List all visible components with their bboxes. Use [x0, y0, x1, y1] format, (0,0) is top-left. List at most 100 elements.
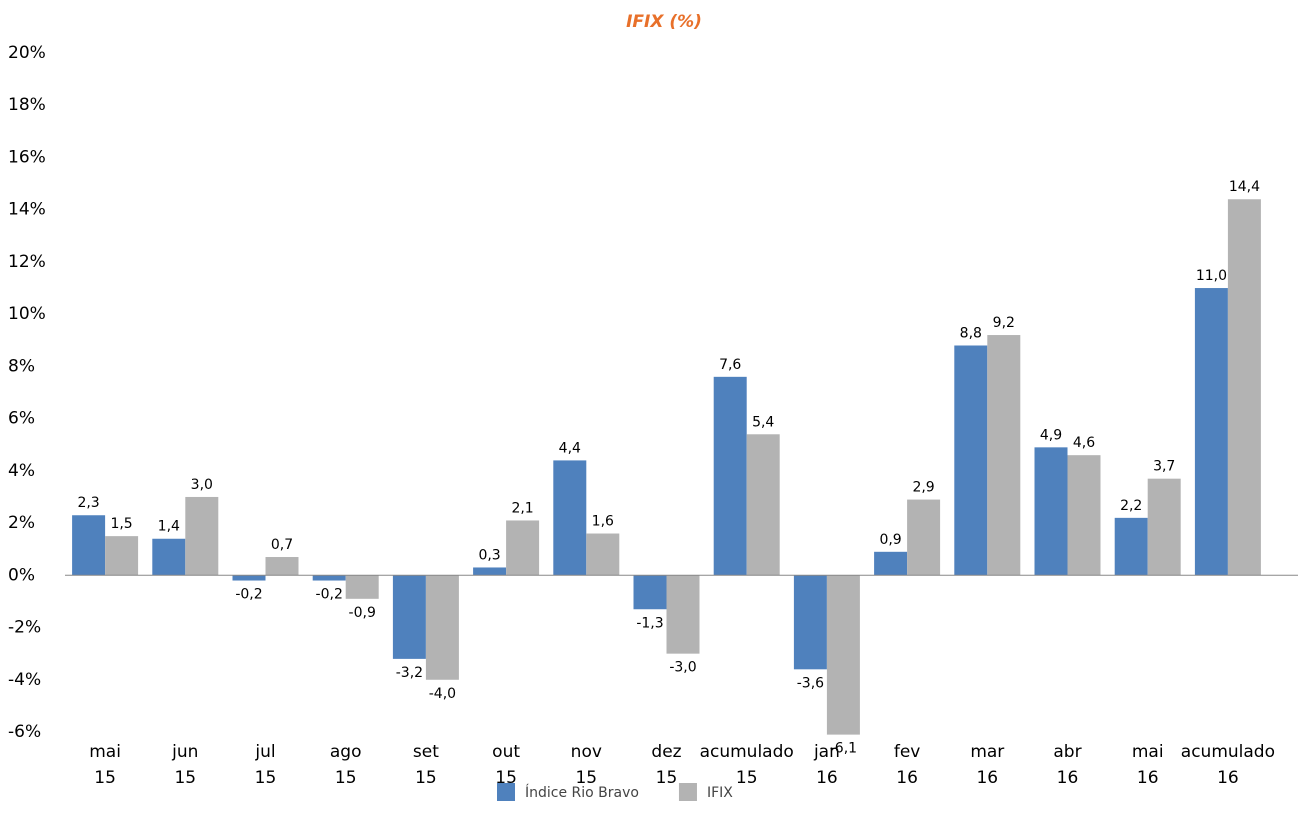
- x-tick-label: 16: [976, 768, 998, 788]
- bar: [987, 335, 1021, 576]
- bar: [232, 575, 266, 581]
- data-label: 0,7: [271, 537, 293, 553]
- x-tick-label: 16: [1217, 768, 1239, 788]
- data-label: 4,9: [1040, 427, 1062, 443]
- data-label: 5,4: [752, 414, 774, 430]
- x-tick-label: 16: [1057, 768, 1079, 788]
- bar: [553, 460, 587, 576]
- x-tick-label: jun: [171, 742, 198, 762]
- data-label: 2,3: [77, 495, 99, 511]
- x-tick-label: nov: [571, 742, 602, 762]
- x-tick-label: mai: [1132, 742, 1164, 762]
- x-tick-label: acumulado: [1181, 742, 1275, 762]
- y-tick-label: 6%: [8, 409, 35, 429]
- x-tick-label: out: [492, 742, 520, 762]
- data-label: 2,1: [511, 500, 533, 516]
- data-label: -6,1: [830, 741, 857, 757]
- bar: [1227, 199, 1261, 576]
- data-label: 3,7: [1153, 459, 1175, 475]
- chart-title: IFIX (%): [626, 12, 702, 32]
- y-tick-label: 10%: [8, 304, 46, 324]
- bar: [1067, 455, 1101, 576]
- data-label: 14,4: [1229, 179, 1260, 195]
- x-tick-label: fev: [894, 742, 921, 762]
- data-label: -0,2: [235, 587, 262, 603]
- y-tick-label: 12%: [8, 252, 46, 272]
- x-tick-label: 15: [174, 768, 196, 788]
- data-label: 0,9: [879, 532, 901, 548]
- x-tick-label: 16: [816, 768, 838, 788]
- legend-label: IFIX: [707, 785, 733, 801]
- x-tick-label: 15: [94, 768, 116, 788]
- bar: [826, 575, 860, 735]
- x-tick-label: 15: [736, 768, 758, 788]
- data-label: 9,2: [993, 315, 1015, 331]
- x-tick-label: acumulado: [700, 742, 794, 762]
- y-tick-label: -4%: [8, 670, 41, 690]
- bar: [874, 551, 908, 576]
- bar: [746, 434, 780, 576]
- data-label: 11,0: [1196, 268, 1227, 284]
- data-label: 1,6: [592, 514, 614, 530]
- y-tick-label: 8%: [8, 356, 35, 376]
- y-tick-label: 16%: [8, 147, 46, 167]
- x-tick-label: mar: [970, 742, 1004, 762]
- bar: [1194, 288, 1228, 576]
- legend-swatch: [497, 783, 515, 801]
- bar: [425, 575, 459, 680]
- x-tick-label: 15: [415, 768, 437, 788]
- bar: [185, 496, 219, 576]
- bar: [312, 575, 346, 581]
- data-label: -4,0: [429, 686, 456, 702]
- legend-swatch: [678, 783, 697, 801]
- bar: [392, 575, 426, 659]
- data-label: -0,9: [349, 605, 376, 621]
- y-tick-label: 14%: [8, 200, 46, 220]
- y-tick-label: -2%: [8, 618, 41, 638]
- x-tick-label: 16: [1137, 768, 1159, 788]
- bar: [265, 557, 299, 576]
- data-label: -3,0: [669, 660, 696, 676]
- bar: [72, 515, 106, 576]
- x-tick-label: 15: [575, 768, 597, 788]
- x-tick-label: 16: [896, 768, 918, 788]
- bar: [506, 520, 540, 576]
- data-label: 1,4: [158, 519, 180, 535]
- bar: [954, 345, 988, 576]
- data-label: 4,4: [559, 440, 581, 456]
- bar: [473, 567, 507, 576]
- bar: [105, 536, 139, 576]
- bar: [1147, 478, 1181, 576]
- bar: [152, 538, 186, 576]
- x-tick-label: jul: [254, 742, 275, 762]
- data-label: 3,0: [191, 477, 213, 493]
- x-tick-label: ago: [330, 742, 362, 762]
- y-tick-label: 2%: [8, 513, 35, 533]
- x-tick-label: jan: [813, 742, 840, 762]
- bar: [1034, 447, 1068, 576]
- bar: [666, 575, 700, 654]
- x-tick-label: abr: [1053, 742, 1081, 762]
- data-label: 4,6: [1073, 435, 1095, 451]
- bar: [907, 499, 941, 576]
- bar: [633, 575, 667, 610]
- data-label: -0,2: [316, 587, 343, 603]
- bar: [586, 533, 620, 576]
- x-tick-label: dez: [651, 742, 681, 762]
- data-label: -3,6: [797, 675, 824, 691]
- data-label: -3,2: [396, 665, 423, 681]
- data-label: 1,5: [110, 516, 132, 532]
- x-tick-label: mai: [89, 742, 121, 762]
- x-tick-label: 15: [335, 768, 357, 788]
- y-tick-label: 20%: [8, 43, 46, 63]
- bar: [713, 376, 747, 576]
- x-tick-label: set: [413, 742, 439, 762]
- y-tick-label: -6%: [8, 722, 41, 742]
- bar: [345, 575, 379, 599]
- y-tick-label: 0%: [8, 565, 35, 585]
- data-label: 7,6: [719, 357, 741, 373]
- data-label: 2,9: [912, 480, 934, 496]
- x-tick-label: 15: [255, 768, 277, 788]
- bar: [1114, 517, 1148, 576]
